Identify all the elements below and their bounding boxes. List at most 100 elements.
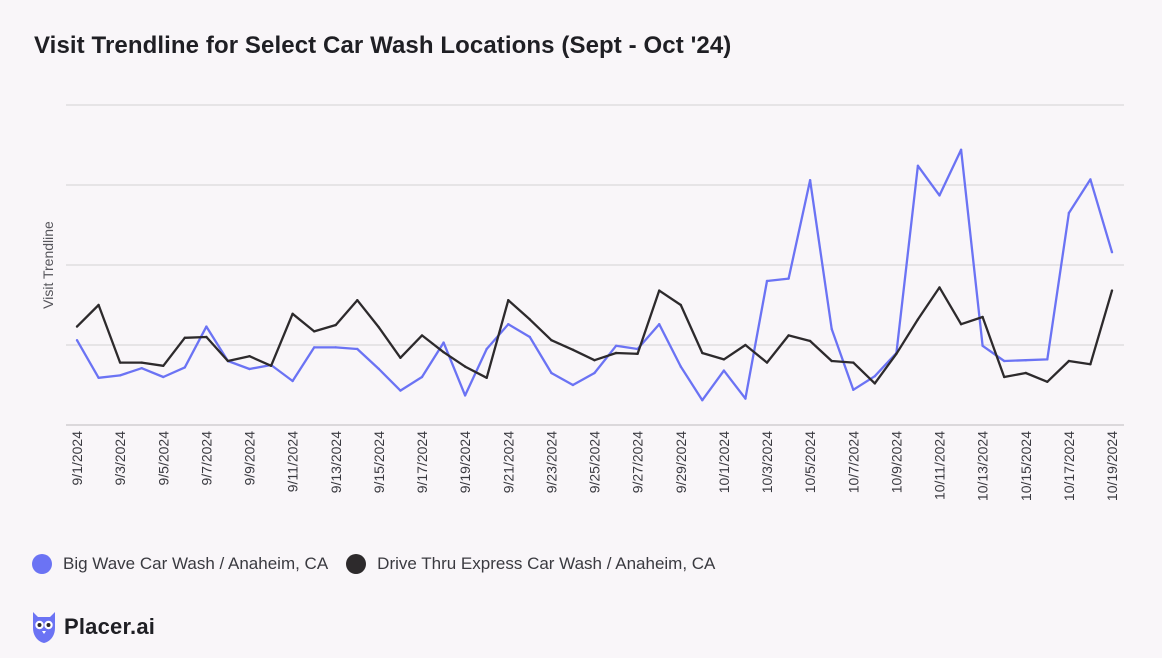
data-point-drive-thru (593, 359, 596, 362)
x-tick-label: 9/15/2024 (371, 431, 387, 493)
data-point-drive-thru (312, 330, 316, 333)
data-point-big-wave (442, 341, 445, 344)
data-point-drive-thru (1089, 363, 1092, 366)
legend-item-big-wave[interactable]: Big Wave Car Wash / Anaheim, CA (32, 554, 328, 574)
data-point-big-wave (1002, 359, 1006, 363)
data-point-big-wave (399, 389, 402, 392)
data-point-drive-thru (377, 326, 381, 329)
x-tick-label: 10/17/2024 (1061, 431, 1077, 501)
x-tick-label: 9/1/2024 (69, 431, 85, 486)
data-point-drive-thru (895, 352, 898, 355)
data-point-big-wave (205, 325, 208, 328)
x-tick-label: 10/3/2024 (759, 431, 775, 493)
data-point-big-wave (1024, 359, 1027, 362)
data-point-big-wave (334, 346, 337, 349)
data-point-big-wave (808, 179, 812, 182)
x-tick-label: 9/25/2024 (587, 431, 603, 493)
data-point-big-wave (75, 339, 79, 342)
x-tick-label: 9/19/2024 (457, 431, 473, 493)
legend-label-drive-thru: Drive Thru Express Car Wash / Anaheim, C… (377, 554, 716, 573)
data-point-big-wave (356, 347, 359, 351)
legend-marker-big-wave (32, 554, 52, 574)
data-point-drive-thru (873, 382, 877, 385)
data-point-drive-thru (657, 289, 661, 292)
x-tick-label: 10/1/2024 (716, 431, 732, 493)
x-tick-label: 9/13/2024 (328, 431, 344, 493)
data-point-drive-thru (485, 376, 488, 379)
data-point-drive-thru (550, 339, 553, 342)
data-point-drive-thru (420, 334, 424, 337)
data-point-drive-thru (981, 315, 984, 319)
data-point-big-wave (420, 375, 424, 379)
data-point-drive-thru (140, 361, 143, 364)
x-tick-label: 10/19/2024 (1104, 431, 1120, 501)
data-point-drive-thru (75, 325, 79, 328)
data-point-drive-thru (463, 365, 467, 368)
data-point-big-wave (744, 397, 747, 400)
data-point-big-wave (377, 367, 381, 371)
data-point-drive-thru (938, 286, 941, 289)
data-point-big-wave (291, 379, 294, 383)
data-point-drive-thru (1002, 375, 1006, 379)
x-tick-label: 9/3/2024 (112, 431, 128, 486)
x-tick-label: 9/21/2024 (500, 431, 516, 493)
data-point-big-wave (593, 371, 596, 375)
chart-title: Visit Trendline for Select Car Wash Loca… (34, 32, 732, 59)
data-point-big-wave (571, 383, 575, 387)
data-point-big-wave (959, 148, 963, 151)
data-point-big-wave (679, 365, 682, 368)
data-point-drive-thru (291, 312, 294, 315)
x-tick-label: 10/11/2024 (932, 431, 948, 500)
data-point-big-wave (938, 194, 941, 197)
x-tick-label: 9/5/2024 (155, 431, 171, 486)
data-point-big-wave (916, 164, 920, 167)
legend-item-drive-thru[interactable]: Drive Thru Express Car Wash / Anaheim, C… (346, 554, 715, 574)
data-point-drive-thru (852, 361, 855, 364)
data-point-drive-thru (614, 351, 618, 355)
data-point-drive-thru (830, 359, 833, 363)
data-point-big-wave (852, 388, 855, 391)
x-tick-label: 10/9/2024 (888, 431, 904, 493)
x-tick-label: 9/27/2024 (630, 431, 646, 493)
data-point-big-wave (183, 366, 187, 369)
x-tick-label: 9/29/2024 (673, 431, 689, 493)
data-point-big-wave (873, 375, 877, 378)
x-axis-ticks: 9/1/2024 9/3/2024 9/5/2024 9/7/2024 9/9/2024… (69, 431, 1120, 501)
data-point-drive-thru (528, 318, 532, 321)
series-line-big-wave (76, 148, 1114, 402)
data-point-drive-thru (1110, 289, 1114, 292)
data-point-big-wave (614, 344, 618, 347)
data-point-drive-thru (356, 299, 359, 302)
x-tick-label: 10/5/2024 (802, 431, 818, 493)
data-point-big-wave (1089, 178, 1092, 181)
data-point-drive-thru (1024, 371, 1027, 375)
data-point-big-wave (485, 347, 488, 351)
data-point-drive-thru (571, 348, 575, 351)
series-line-drive-thru (76, 286, 1114, 385)
x-tick-label: 10/7/2024 (845, 431, 861, 493)
x-tick-label: 10/13/2024 (975, 431, 991, 501)
data-point-drive-thru (744, 343, 747, 347)
data-point-drive-thru (205, 335, 208, 339)
x-tick-label: 9/11/2024 (285, 431, 301, 492)
y-axis-label: Visit Trendline (40, 221, 56, 309)
data-point-drive-thru (808, 339, 812, 343)
series-lines (75, 148, 1114, 402)
data-point-big-wave (1067, 211, 1071, 215)
data-point-drive-thru (787, 334, 790, 337)
data-point-drive-thru (442, 351, 445, 354)
x-tick-label: 9/17/2024 (414, 431, 430, 493)
data-point-drive-thru (97, 303, 100, 307)
data-point-big-wave (701, 399, 704, 402)
data-point-big-wave (981, 344, 984, 347)
data-point-drive-thru (1067, 359, 1071, 363)
data-point-drive-thru (636, 352, 639, 355)
data-point-big-wave (463, 394, 467, 397)
data-point-big-wave (312, 346, 316, 349)
data-point-drive-thru (334, 323, 337, 327)
data-point-drive-thru (399, 356, 402, 359)
gridlines (66, 104, 1124, 426)
owl-logo-icon (33, 612, 55, 643)
data-point-big-wave (787, 277, 790, 280)
brand-logo: Placer.ai (30, 610, 155, 644)
